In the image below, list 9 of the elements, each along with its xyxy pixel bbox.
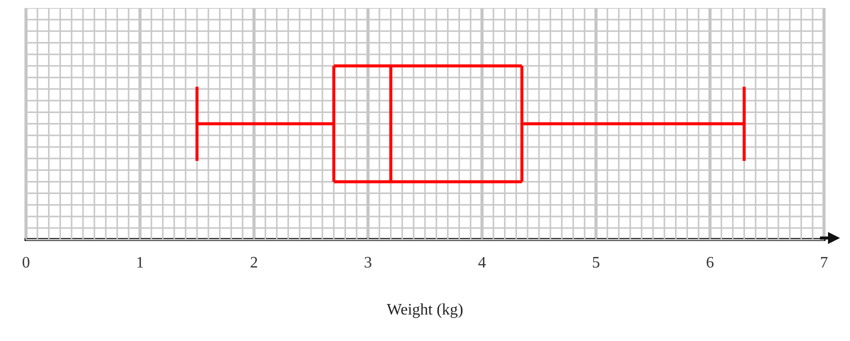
x-tick-label: 3 — [364, 254, 372, 272]
x-tick-label: 5 — [592, 254, 600, 272]
x-tick-label: 6 — [706, 254, 714, 272]
x-tick-label: 0 — [22, 254, 30, 272]
x-tick-label: 7 — [820, 254, 828, 272]
x-axis-title: Weight (kg) — [386, 302, 464, 319]
x-tick-label: 1 — [136, 254, 144, 272]
x-tick-label: 2 — [250, 254, 258, 272]
x-tick-label: 4 — [478, 254, 486, 272]
